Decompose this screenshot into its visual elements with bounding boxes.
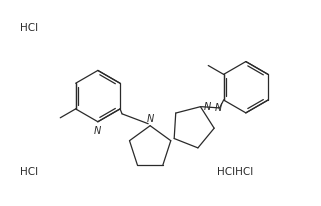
Text: N: N: [146, 113, 154, 123]
Text: N: N: [214, 103, 222, 112]
Text: HCl: HCl: [20, 166, 38, 176]
Text: N: N: [204, 101, 211, 111]
Text: HCl: HCl: [20, 23, 38, 33]
Text: N: N: [94, 125, 101, 135]
Text: HClHCl: HClHCl: [217, 166, 254, 176]
